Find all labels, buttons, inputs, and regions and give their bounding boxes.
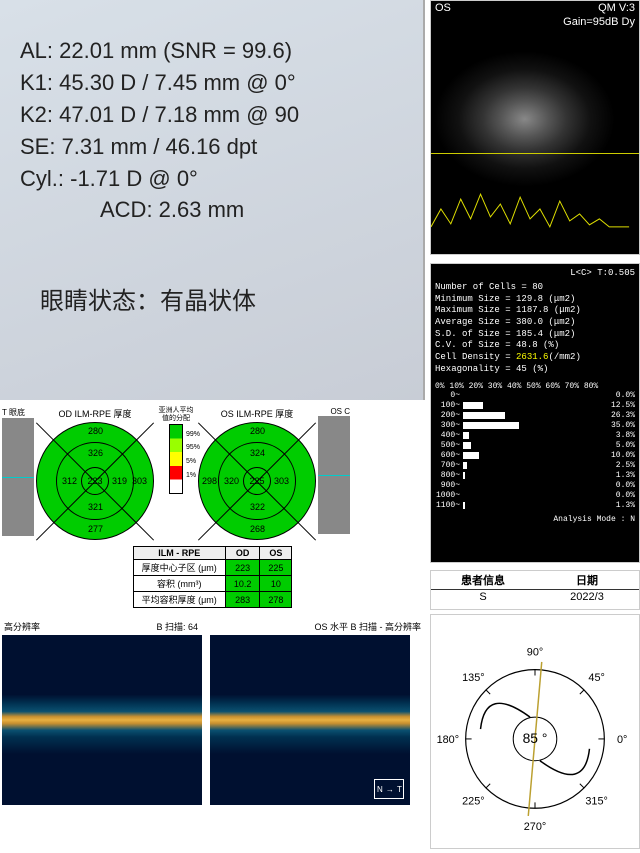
- spec-avg: Average Size = 380.0 (μm2): [435, 317, 635, 329]
- bscan-od-image: [2, 635, 202, 805]
- fundus-preview-os: [318, 416, 350, 534]
- bscan-num: 64: [188, 622, 198, 632]
- svg-text:180°: 180°: [437, 734, 460, 746]
- row1-label: 容积 (mm³): [133, 576, 225, 592]
- hist-row: 500~5.0%: [435, 441, 635, 451]
- dens-unit: (/mm2): [548, 352, 580, 362]
- svg-text:45°: 45°: [588, 672, 604, 684]
- acd-line: ACD: 2.63 mm: [20, 194, 413, 226]
- specular-panel: L<C> T:0.505 Number of Cells = 80 Minimu…: [430, 263, 640, 563]
- bscan-mid-label: B 扫描:: [156, 622, 185, 632]
- svg-text:85 °: 85 °: [523, 730, 548, 746]
- spec-hex: Hexagonality = 45 (%): [435, 364, 635, 376]
- svg-text:225°: 225°: [462, 796, 485, 808]
- row2-od: 283: [225, 592, 260, 608]
- os-title: OS ILM-RPE 厚度: [198, 407, 316, 420]
- bscan-right-label: OS 水平 B 扫描 - 高分辨率: [314, 620, 421, 633]
- legend-title: 亚洲人平均值的分配: [156, 407, 196, 422]
- se-line: SE: 7.31 mm / 46.16 dpt: [20, 131, 413, 163]
- spec-max: Maximum Size = 1187.8 (μm2): [435, 305, 635, 317]
- hist-row: 300~35.0%: [435, 421, 635, 431]
- oct-thickness-panel: T 眼底 OD ILM-RPE 厚度 223 280 277 303 326 3…: [0, 405, 425, 615]
- ultrasound-waveform: [431, 189, 639, 229]
- svg-text:90°: 90°: [527, 647, 543, 659]
- svg-text:135°: 135°: [462, 672, 485, 684]
- th-os: OS: [260, 547, 292, 560]
- th-od: OD: [225, 547, 260, 560]
- legend-1: 1%: [186, 472, 196, 479]
- biometry-panel: AL: 22.01 mm (SNR = 99.6) K1: 45.30 D / …: [0, 0, 425, 400]
- cyl-line: Cyl.: -1.71 D @ 0°: [20, 163, 413, 195]
- svg-text:0°: 0°: [617, 734, 627, 746]
- fundus-left-label: T 眼底: [2, 407, 34, 418]
- od-title: OD ILM-RPE 厚度: [36, 407, 154, 420]
- histogram: 0% 10% 20% 30% 40% 50% 60% 70% 80% 0~0.0…: [435, 382, 635, 511]
- hist-row: 1100~1.3%: [435, 501, 635, 511]
- k2-line: K2: 47.01 D / 7.18 mm @ 90: [20, 99, 413, 131]
- row0-os: 225: [260, 560, 292, 576]
- patient-col1: 患者信息: [431, 571, 535, 589]
- row0-label: 厚度中心子区 (μm): [133, 560, 225, 576]
- dens-label: Cell Density =: [435, 352, 511, 362]
- row0-od: 223: [225, 560, 260, 576]
- num-cells-val: 80: [532, 282, 543, 292]
- od-thickness-map: OD ILM-RPE 厚度 223 280 277 303 326 321 31…: [36, 407, 154, 540]
- bscan-os-image: N→T: [210, 635, 410, 805]
- spec-sd: S.D. of Size = 185.4 (μm2): [435, 329, 635, 341]
- hist-row: 600~10.0%: [435, 451, 635, 461]
- th-metric: ILM - RPE: [133, 547, 225, 560]
- spec-header: L<C> T:0.505: [435, 268, 635, 278]
- svg-text:315°: 315°: [585, 796, 608, 808]
- hist-row: 900~0.0%: [435, 481, 635, 491]
- hist-row: 0~0.0%: [435, 391, 635, 401]
- oct-bscan-panel: 高分辨率 B 扫描: 64 OS 水平 B 扫描 - 高分辨率 N→T: [0, 620, 425, 850]
- bscan-left-label: 高分辨率: [4, 620, 40, 633]
- hist-row: 200~26.3%: [435, 411, 635, 421]
- row2-os: 278: [260, 592, 292, 608]
- hist-row: 700~2.5%: [435, 461, 635, 471]
- hist-row: 800~1.3%: [435, 471, 635, 481]
- us-eye-label: OS: [435, 2, 451, 14]
- spec-cv: C.V. of Size = 48.8 (%): [435, 340, 635, 352]
- patient-info-header: 患者信息 日期 S 2022/3: [430, 570, 640, 610]
- us-qm-label: QM V:3: [598, 2, 635, 14]
- patient-val2: 2022/3: [535, 590, 639, 604]
- hist-row: 100~12.5%: [435, 401, 635, 411]
- row1-od: 10.2: [225, 576, 260, 592]
- legend-5: 5%: [186, 458, 196, 465]
- hist-axis: 0% 10% 20% 30% 40% 50% 60% 70% 80%: [435, 382, 635, 391]
- k1-line: K1: 45.30 D / 7.45 mm @ 0°: [20, 67, 413, 99]
- compass-icon: N→T: [374, 779, 404, 799]
- fundus-right-label: OS C: [318, 407, 350, 416]
- eye-status: 眼睛状态：有晶状体: [20, 281, 413, 316]
- thickness-legend: 亚洲人平均值的分配 99% 95% 5% 1%: [156, 407, 196, 496]
- row1-os: 10: [260, 576, 292, 592]
- patient-val1: S: [431, 590, 535, 604]
- patient-col2: 日期: [535, 571, 639, 589]
- spec-min: Minimum Size = 129.8 (μm2): [435, 294, 635, 306]
- us-gain-label: Gain=95dB Dy: [563, 16, 635, 28]
- ilm-rpe-table: ILM - RPEODOS 厚度中心子区 (μm)223225 容积 (mm³)…: [133, 546, 293, 608]
- svg-text:270°: 270°: [524, 821, 547, 833]
- fundus-preview-od: [2, 418, 34, 536]
- ultrasound-image: [431, 29, 639, 229]
- row2-label: 平均容积厚度 (μm): [133, 592, 225, 608]
- hist-row: 400~3.8%: [435, 431, 635, 441]
- os-thickness-map: OS ILM-RPE 厚度 225 280 268 298 324 322 32…: [198, 407, 316, 540]
- torsion-diagram: 90° 45° 0° 315° 270° 225° 180° 135° 85 °: [430, 614, 640, 849]
- hist-row: 1000~0.0%: [435, 491, 635, 501]
- spec-footer: Analysis Mode : N: [435, 515, 635, 524]
- num-cells-label: Number of Cells =: [435, 282, 527, 292]
- al-line: AL: 22.01 mm (SNR = 99.6): [20, 35, 413, 67]
- ultrasound-panel: OS QM V:3 Gain=95dB Dy: [430, 0, 640, 255]
- dens-val: 2631.6: [516, 352, 548, 362]
